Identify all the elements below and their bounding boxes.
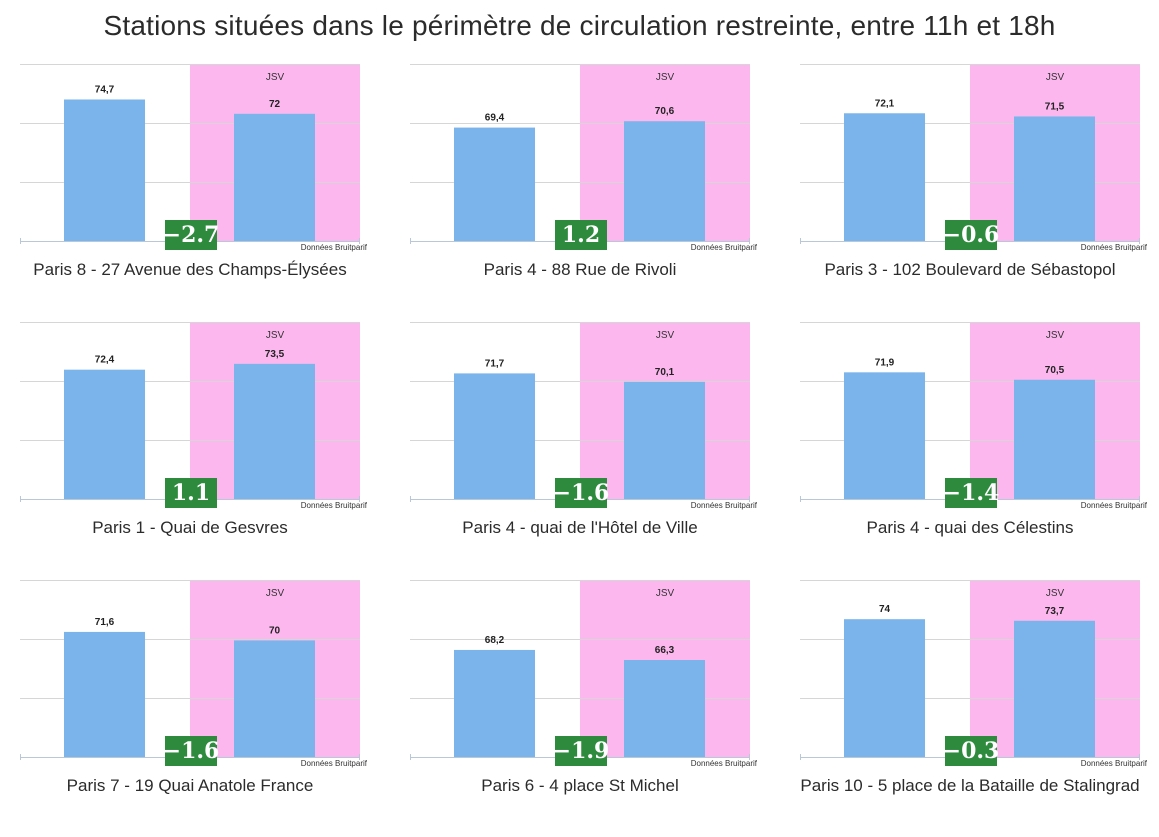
bar [64, 631, 145, 757]
bar-value-label: 72,1 [875, 98, 895, 109]
delta-badge: −2.7 [162, 220, 220, 250]
bar-value-label: 70,6 [655, 106, 675, 117]
source-label: Données Bruitparif [690, 759, 757, 768]
station-name: Paris 4 - quai de l'Hôtel de Ville [462, 518, 698, 537]
zone-label: JSV [1046, 72, 1065, 83]
delta-badge: −1.9 [552, 736, 610, 766]
bar [64, 99, 145, 241]
zone-label: JSV [266, 588, 285, 599]
station-chart: JSV 68,2 66,3 −1.9 Données Bruitparif Paris 6… [410, 580, 757, 795]
zone-label: JSV [656, 330, 675, 341]
chart-plot: JSV 71,9 70,5 [800, 322, 1140, 502]
bar-value-label: 71,6 [95, 617, 115, 628]
station-name: Paris 4 - quai des Célestins [866, 518, 1074, 537]
bar-value-label: 70 [269, 625, 281, 636]
chart-plot: JSV 74,7 72 [20, 64, 360, 244]
chart-plot: JSV 72,1 71,5 [800, 64, 1140, 244]
bar-value-label: 70,1 [655, 367, 675, 378]
bar-value-label: 68,2 [485, 635, 505, 646]
station-name: Paris 1 - Quai de Gesvres [92, 518, 288, 537]
zone-label: JSV [656, 72, 675, 83]
delta-badge: −1.6 [162, 736, 220, 766]
station-chart: JSV 74,7 72 −2.7 Données Bruitparif Paris 8 -… [20, 64, 367, 279]
station-chart: JSV 71,7 70,1 −1.6 Données Bruitparif Paris 4… [410, 322, 757, 537]
zone-label: JSV [266, 330, 285, 341]
chart-plot: JSV 74 73,7 [800, 580, 1140, 760]
bar-value-label: 70,5 [1045, 365, 1065, 376]
station-chart: JSV 74 73,7 −0.3 Données Bruitparif Paris 10 … [800, 580, 1147, 795]
bar [624, 121, 705, 241]
chart-plot: JSV 69,4 70,6 [410, 64, 750, 244]
bar [234, 363, 315, 499]
station-chart: JSV 69,4 70,6 1.2 Données Bruitparif Paris 4 … [410, 64, 757, 279]
bar [624, 381, 705, 499]
chart-plot: JSV 71,7 70,1 [410, 322, 750, 502]
bar-value-label: 71,9 [875, 357, 895, 368]
source-label: Données Bruitparif [690, 243, 757, 252]
station-name: Paris 4 - 88 Rue de Rivoli [483, 260, 677, 279]
source-label: Données Bruitparif [300, 243, 367, 252]
source-label: Données Bruitparif [1080, 759, 1147, 768]
source-label: Données Bruitparif [1080, 243, 1147, 252]
bar [624, 660, 705, 757]
bar [454, 373, 535, 499]
bar-value-label: 72 [269, 99, 281, 110]
source-label: Données Bruitparif [1080, 501, 1147, 510]
delta-badge: −1.4 [942, 478, 1000, 508]
delta-badge: 1.1 [165, 478, 217, 508]
zone-label: JSV [1046, 330, 1065, 341]
station-name: Paris 6 - 4 place St Michel [481, 776, 679, 795]
source-label: Données Bruitparif [300, 759, 367, 768]
delta-badge: −0.3 [942, 736, 1000, 766]
station-chart: JSV 72,4 73,5 1.1 Données Bruitparif Paris 1 … [20, 322, 367, 537]
delta-badge: 1.2 [555, 220, 607, 250]
bar [454, 127, 535, 241]
bar-value-label: 66,3 [655, 645, 675, 656]
station-name: Paris 10 - 5 place de la Bataille de Sta… [800, 776, 1140, 795]
zone-label: JSV [656, 588, 675, 599]
bar-value-label: 73,7 [1045, 606, 1065, 617]
page-title: Stations situées dans le périmètre de ci… [103, 10, 1056, 41]
source-label: Données Bruitparif [300, 501, 367, 510]
bar [1014, 379, 1095, 499]
bar [844, 113, 925, 241]
chart-plot: JSV 72,4 73,5 [20, 322, 360, 502]
bar-value-label: 69,4 [485, 113, 505, 124]
zone-label: JSV [266, 72, 285, 83]
zone-label: JSV [1046, 588, 1065, 599]
bar [1014, 116, 1095, 241]
bar [844, 619, 925, 757]
station-name: Paris 8 - 27 Avenue des Champs-Élysées [33, 260, 347, 279]
bar-value-label: 71,5 [1045, 101, 1065, 112]
bar-value-label: 74,7 [95, 84, 115, 95]
station-name: Paris 3 - 102 Boulevard de Sébastopol [824, 260, 1116, 279]
bar-value-label: 72,4 [95, 355, 115, 366]
bar [234, 113, 315, 241]
delta-badge: −0.6 [942, 220, 1000, 250]
delta-badge: −1.6 [552, 478, 610, 508]
bar [844, 372, 925, 499]
bar-value-label: 73,5 [265, 349, 285, 360]
chart-plot: JSV 71,6 70 [20, 580, 360, 760]
station-chart: JSV 72,1 71,5 −0.6 Données Bruitparif Paris 3… [800, 64, 1147, 279]
bar-value-label: 71,7 [485, 358, 505, 369]
chart-plot: JSV 68,2 66,3 [410, 580, 750, 760]
bar [64, 369, 145, 499]
bar-value-label: 74 [879, 604, 891, 615]
bar [454, 649, 535, 757]
station-name: Paris 7 - 19 Quai Anatole France [66, 776, 314, 795]
station-chart: JSV 71,9 70,5 −1.4 Données Bruitparif Paris 4… [800, 322, 1147, 537]
station-chart: JSV 71,6 70 −1.6 Données Bruitparif Paris 7 -… [20, 580, 367, 795]
bar [1014, 620, 1095, 757]
source-label: Données Bruitparif [690, 501, 757, 510]
bar [234, 640, 315, 757]
